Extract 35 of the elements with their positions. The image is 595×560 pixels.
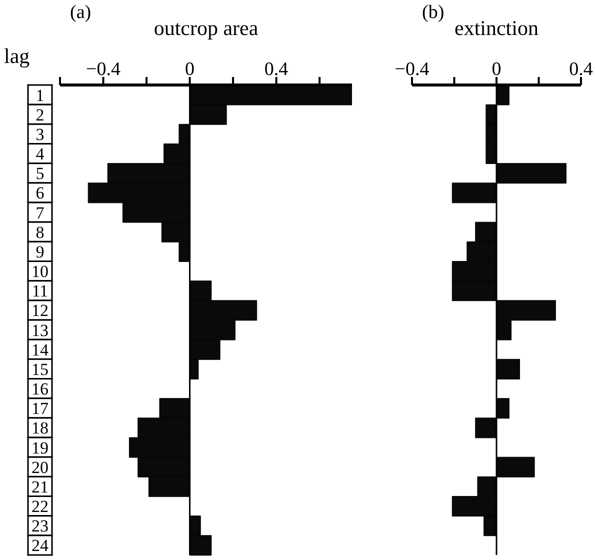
y-tick-label: 17 [32, 399, 49, 418]
y-tick-label: 11 [32, 282, 48, 301]
text: (a) [70, 2, 92, 24]
y-tick-label: 9 [36, 242, 44, 262]
x-tick-label: −0.4 [394, 59, 430, 80]
y-axis-title: lag [4, 44, 30, 69]
y-tick-label: 18 [32, 418, 48, 438]
y-tick-label: 24 [32, 536, 49, 556]
x-tick-label: −0.4 [86, 59, 121, 80]
y-tick-label: 7 [36, 203, 45, 222]
y-tick-label: 13 [32, 320, 48, 340]
y-tick-label: 12 [32, 301, 48, 320]
x-tick-label: 0.4 [264, 59, 289, 80]
y-tick-label: 16 [32, 380, 48, 399]
y-tick-label: 15 [32, 360, 48, 379]
y-tick-label: 4 [36, 144, 45, 164]
y-tick-label: 6 [36, 184, 44, 203]
y-tick-label: 3 [36, 124, 44, 144]
y-tick-label: 2 [36, 105, 44, 124]
y-tick-label: 20 [32, 458, 48, 477]
y-tick-label: 10 [32, 262, 48, 282]
chart-title: extinction [454, 16, 538, 40]
text: (b) [422, 2, 444, 24]
y-tick-label: 1 [36, 86, 44, 105]
y-tick-label: 8 [36, 222, 44, 242]
x-tick-label: 0 [492, 59, 502, 80]
y-tick-label: 21 [32, 477, 48, 496]
x-tick-label: 0 [185, 59, 195, 80]
x-tick-label: 0.4 [569, 59, 594, 80]
chart-title: outcrop area [154, 16, 258, 40]
y-tick-label: 5 [36, 164, 44, 184]
y-tick-label: 14 [32, 340, 49, 360]
y-tick-label: 19 [32, 438, 48, 458]
y-tick-label: 23 [32, 516, 48, 536]
y-tick-label: 22 [32, 497, 48, 516]
